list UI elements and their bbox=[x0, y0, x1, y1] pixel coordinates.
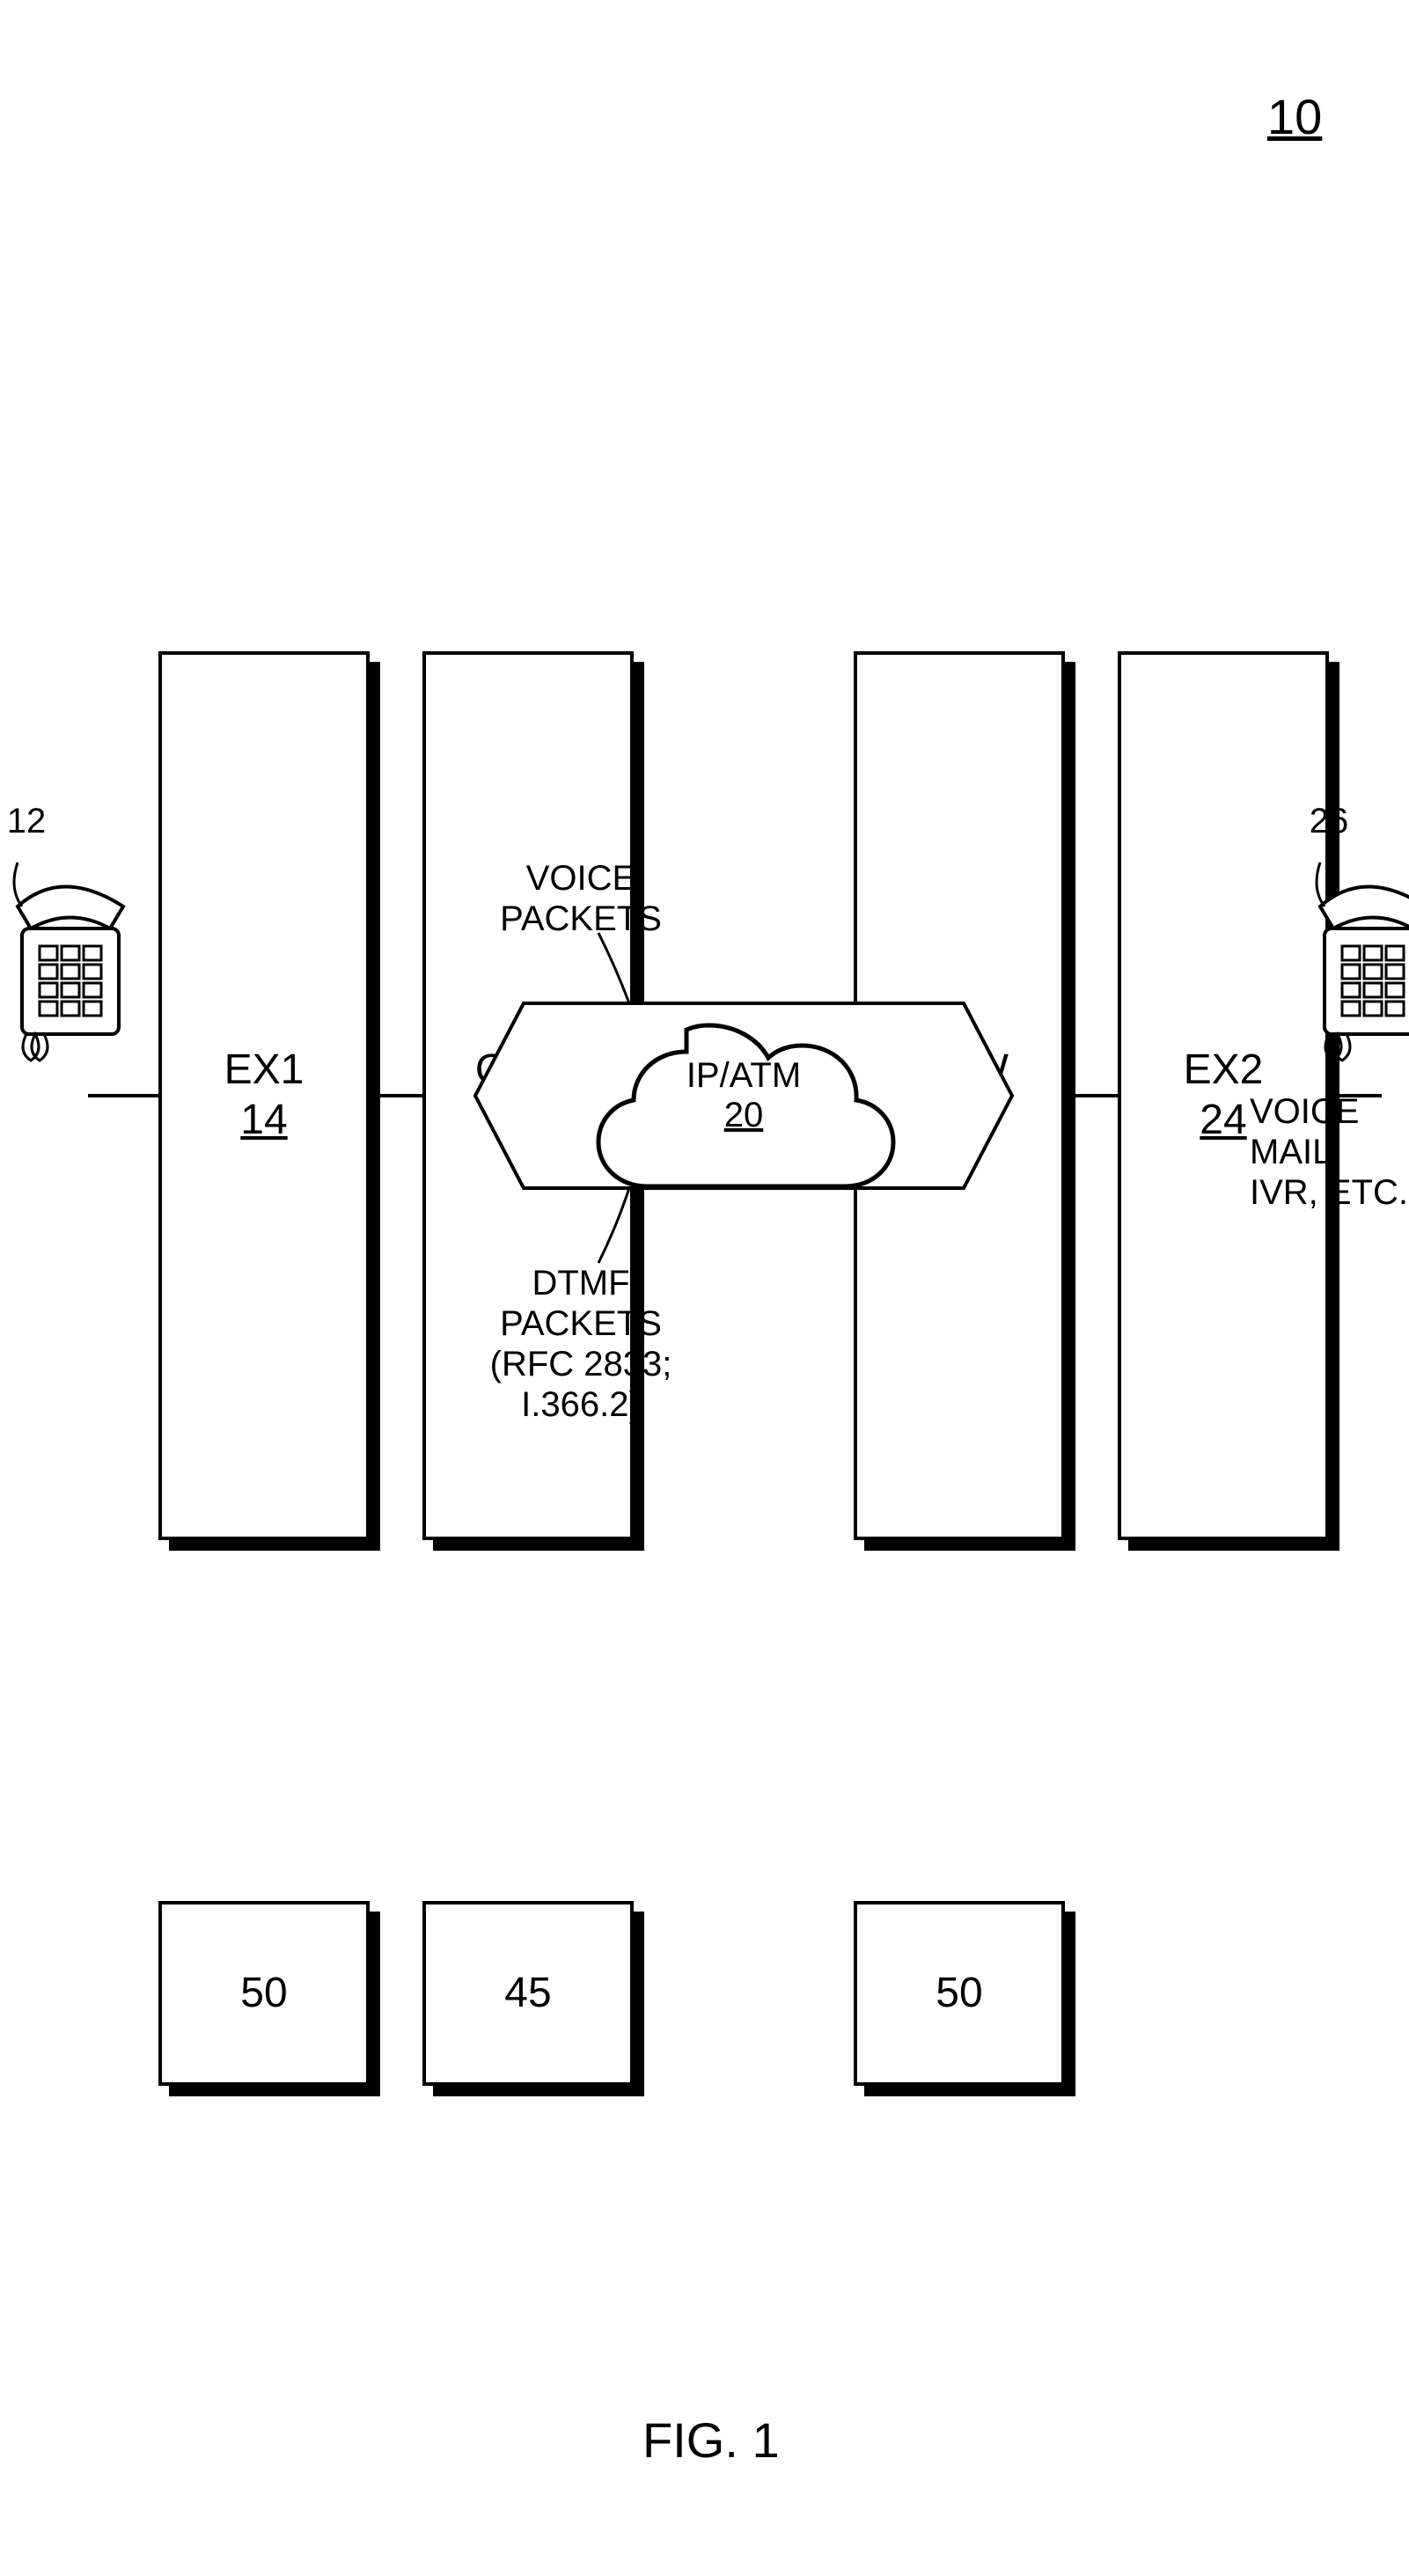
dtmf-l3: (RFC 2833; bbox=[490, 1345, 672, 1383]
phone-right-icon bbox=[1317, 862, 1409, 1060]
dtmf-l4: I.366.2) bbox=[521, 1385, 641, 1424]
leader-dtmf bbox=[598, 1188, 629, 1263]
cloud-num: 20 bbox=[724, 1096, 764, 1134]
voice-packets-l2: PACKETS bbox=[500, 899, 662, 938]
dtmf-l1: DTMF bbox=[532, 1264, 629, 1303]
voicemail-l2: IVR, ETC. bbox=[1250, 1173, 1408, 1212]
phone-left-icon bbox=[14, 862, 123, 1060]
ann-phone-left-num: 12 bbox=[0, 801, 62, 841]
leader-voice bbox=[598, 933, 629, 1003]
voice-packets-l1: VOICE bbox=[526, 859, 635, 898]
dtmf-l2: PACKETS bbox=[500, 1304, 662, 1343]
svg-overlay: IP/ATM 20 bbox=[35, 35, 1374, 2541]
cloud-label: IP/ATM bbox=[686, 1056, 801, 1095]
voicemail-l1: VOICE MAIL, bbox=[1250, 1092, 1359, 1171]
ann-voice-packets: VOICE PACKETS bbox=[493, 858, 669, 939]
figure-page: 10 FIG. 1 EX1 14 OGW 16 TGW 22 EX2 24 50… bbox=[35, 35, 1374, 2541]
ann-phone-right-num: 26 bbox=[1294, 801, 1364, 841]
ann-voicemail: VOICE MAIL, IVR, ETC. bbox=[1250, 1091, 1409, 1213]
ann-dtmf: DTMF PACKETS (RFC 2833; I.366.2) bbox=[475, 1263, 686, 1425]
